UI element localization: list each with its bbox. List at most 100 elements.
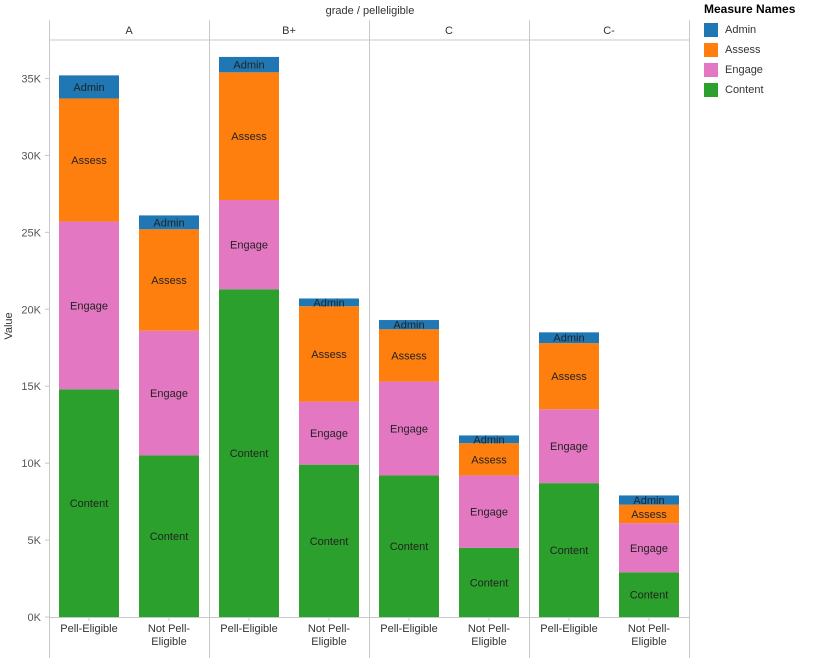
bar-segment-label: Assess (231, 131, 267, 143)
bar-segment-admin (299, 298, 359, 307)
bar-segment-content (539, 483, 599, 617)
bar-segment-label: Content (70, 498, 109, 510)
bar-segment-content (459, 547, 519, 617)
bar-segment-label: Admin (473, 434, 504, 446)
bar-segment-assess (539, 343, 599, 410)
bar-segment-assess (619, 504, 679, 524)
bar-segment-label: Content (630, 590, 669, 602)
legend-items: Admin Assess Engage Content (704, 20, 834, 100)
bar-segment-assess (459, 443, 519, 476)
plot-area: 0K 5K 10K 15K 20K 25K 30K 35K A Content Engage Asse… (21, 20, 690, 658)
bar-segment-engage (299, 401, 359, 465)
legend-title: Measure Names (704, 2, 796, 16)
bar-segment-label: Assess (391, 350, 427, 362)
legend-label: Assess (725, 44, 761, 56)
bar-segment-engage (539, 409, 599, 484)
x-tick-label: Not Pell- (468, 623, 511, 635)
bar-segment-label: Engage (470, 507, 508, 519)
bar-segment-label: Assess (151, 275, 187, 287)
legend-item-engage[interactable]: Engage (704, 60, 834, 80)
bar-segment-assess (219, 72, 279, 201)
bar-segment-engage (59, 221, 119, 390)
legend-label: Content (725, 84, 764, 96)
x-tick-label: Eligible (471, 636, 506, 648)
x-tick-label: Not Pell- (148, 623, 191, 635)
bar-segment-content (619, 572, 679, 617)
bar-segment-admin (459, 435, 519, 444)
bar-segment-engage (219, 200, 279, 290)
legend-swatch (704, 43, 718, 57)
y-tick-label: 30K (21, 150, 41, 162)
bar-segment-admin (139, 215, 199, 230)
y-tick-label: 0K (28, 612, 42, 624)
bar-segment-content (219, 289, 279, 617)
x-tick-label: Pell-Eligible (220, 623, 277, 635)
x-tick-label: Eligible (151, 636, 186, 648)
bar-segment-label: Assess (71, 155, 107, 167)
bar-segment-label: Admin (233, 60, 264, 72)
bar-segment-label: Admin (393, 320, 424, 332)
y-tick-label: 10K (21, 458, 41, 470)
facet-header: A (125, 25, 133, 37)
legend-label: Admin (725, 24, 757, 36)
bar-segment-label: Engage (310, 428, 348, 440)
legend-swatch (704, 83, 718, 97)
bar-segment-label: Content (550, 545, 589, 557)
bar-segment-label: Admin (73, 82, 104, 94)
bar-segment-label: Content (150, 531, 189, 543)
bar-segment-label: Engage (230, 240, 268, 252)
y-tick-label: 20K (21, 304, 41, 316)
x-tick-label: Not Pell- (308, 623, 351, 635)
facet-header: C (445, 25, 453, 37)
bar-segment-label: Content (470, 577, 509, 589)
x-tick-label: Pell-Eligible (380, 623, 437, 635)
bar-segment-label: Admin (313, 297, 344, 309)
bar-segment-label: Assess (551, 371, 587, 383)
bar-segment-assess (379, 329, 439, 382)
bar-segment-label: Content (390, 541, 429, 553)
bar-segment-assess (299, 306, 359, 402)
stacked-bar-chart: grade / pelleligible Value 0K 5K 10K 15K 20K… (3, 5, 690, 658)
x-tick-label: Not Pell- (628, 623, 671, 635)
legend-item-admin[interactable]: Admin (704, 20, 834, 40)
bar-segment-content (299, 464, 359, 617)
x-tick-label: Eligible (311, 636, 346, 648)
y-axis-label: Value (3, 312, 15, 339)
bar-segment-label: Engage (630, 543, 668, 555)
y-tick-label: 25K (21, 227, 41, 239)
x-tick-label: Pell-Eligible (60, 623, 117, 635)
facet-header: B+ (282, 25, 296, 37)
bar-segment-admin (379, 320, 439, 330)
y-tick-label: 35K (21, 73, 41, 85)
bar-segment-engage (619, 523, 679, 573)
bar-segment-admin (539, 332, 599, 344)
bar-segment-label: Assess (311, 349, 347, 361)
bar-segment-assess (59, 98, 119, 222)
legend: Measure Names Admin Assess Engage Content (704, 2, 834, 100)
bar-segment-label: Admin (633, 495, 664, 507)
bar-segment-admin (59, 75, 119, 99)
bar-segment-label: Admin (153, 217, 184, 229)
y-tick-label: 5K (28, 535, 42, 547)
bar-segment-engage (379, 381, 439, 476)
bar-segment-content (379, 475, 439, 617)
facet-header: C- (603, 25, 615, 37)
y-tick-label: 15K (21, 381, 41, 393)
bar-segment-assess (139, 229, 199, 331)
x-tick-label: Eligible (631, 636, 666, 648)
bar-segment-label: Assess (471, 454, 507, 466)
x-tick-label: Pell-Eligible (540, 623, 597, 635)
bar-segment-label: Content (310, 536, 349, 548)
bar-segment-admin (619, 495, 679, 505)
bar-segment-admin (219, 56, 279, 73)
bar-segment-content (139, 455, 199, 617)
bar-segment-engage (459, 475, 519, 548)
bar-segment-content (59, 389, 119, 617)
legend-label: Engage (725, 64, 763, 76)
bar-segment-label: Content (230, 448, 269, 460)
legend-item-content[interactable]: Content (704, 80, 834, 100)
legend-item-assess[interactable]: Assess (704, 40, 834, 60)
chart-title: grade / pelleligible (326, 5, 415, 17)
bar-segment-label: Engage (390, 424, 428, 436)
